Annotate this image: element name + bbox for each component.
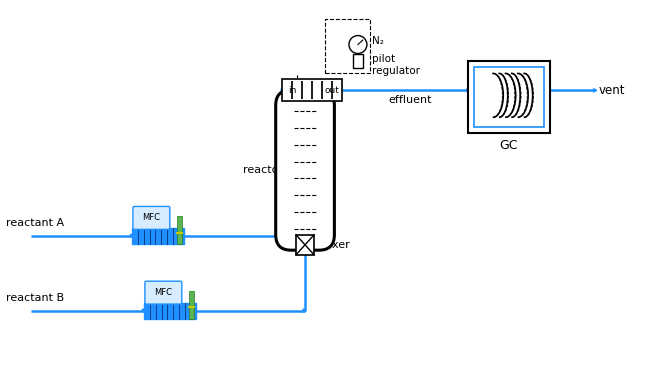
Text: reactant A: reactant A xyxy=(6,218,64,228)
Bar xyxy=(282,79,342,101)
Text: effluent: effluent xyxy=(388,95,432,105)
Text: pilot: pilot xyxy=(372,54,395,64)
Bar xyxy=(144,303,196,319)
Bar xyxy=(321,82,323,99)
Text: GC: GC xyxy=(499,139,518,152)
Bar xyxy=(132,228,184,244)
FancyBboxPatch shape xyxy=(276,90,334,250)
FancyBboxPatch shape xyxy=(133,206,170,229)
Bar xyxy=(291,82,293,99)
Text: out: out xyxy=(324,86,339,95)
Text: mixer: mixer xyxy=(318,240,350,250)
Bar xyxy=(296,235,314,255)
Bar xyxy=(468,62,550,133)
Bar xyxy=(325,19,370,74)
Text: MFC: MFC xyxy=(154,288,173,297)
Text: regulator: regulator xyxy=(372,67,420,77)
Circle shape xyxy=(349,36,367,54)
Bar xyxy=(331,82,333,99)
Bar xyxy=(353,54,363,69)
Bar xyxy=(301,82,303,99)
Text: reactor: reactor xyxy=(243,165,283,175)
Text: in: in xyxy=(288,86,296,95)
Text: N₂: N₂ xyxy=(372,36,384,46)
Text: vent: vent xyxy=(598,84,625,97)
FancyBboxPatch shape xyxy=(145,281,182,304)
Bar xyxy=(311,82,313,99)
Bar xyxy=(189,291,194,319)
Bar xyxy=(177,216,182,244)
Bar xyxy=(474,67,543,127)
Text: reactant B: reactant B xyxy=(6,293,64,303)
Text: MFC: MFC xyxy=(142,213,160,223)
